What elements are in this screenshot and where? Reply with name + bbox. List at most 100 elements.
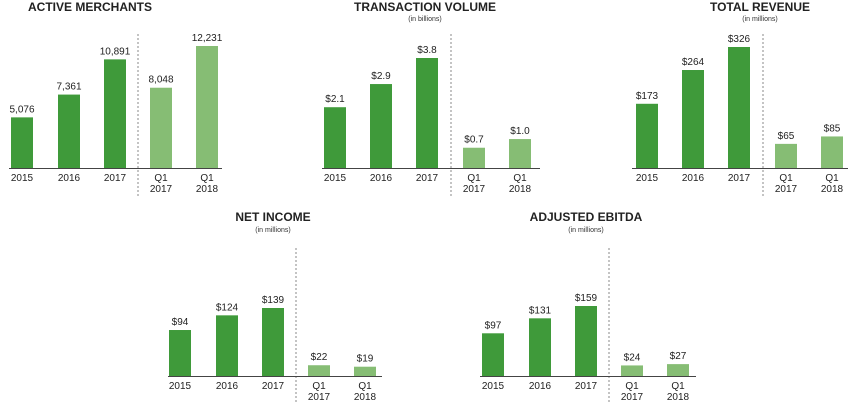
category-label: 2018 (354, 392, 377, 402)
data-label: $2.9 (371, 71, 391, 82)
category-label: Q1 (625, 381, 639, 392)
chart-title: TOTAL REVENUE (710, 0, 810, 14)
category-label: Q1 (825, 173, 839, 184)
category-label: 2017 (150, 184, 173, 195)
bar-total-revenue-2 (728, 47, 750, 168)
category-label: 2018 (509, 184, 532, 195)
bar-transaction-volume-4 (509, 139, 531, 168)
bar-adjusted-ebitda-0 (482, 333, 504, 376)
category-label: Q1 (671, 381, 685, 392)
bar-adjusted-ebitda-2 (575, 306, 597, 376)
bar-transaction-volume-1 (370, 84, 392, 168)
bar-active-merchants-1 (58, 94, 80, 168)
chart-subtitle: (in millions) (255, 227, 290, 234)
data-label: 8,048 (148, 75, 173, 86)
bar-active-merchants-0 (11, 117, 33, 168)
category-label: 2018 (196, 184, 219, 195)
bar-total-revenue-3 (775, 143, 797, 168)
category-label: 2015 (169, 381, 192, 392)
category-label: 2016 (58, 173, 81, 184)
bar-total-revenue-4 (821, 136, 843, 168)
category-label: 2016 (529, 381, 552, 392)
chart-subtitle: (in millions) (568, 227, 603, 234)
bar-adjusted-ebitda-3 (621, 365, 643, 376)
category-label: 2018 (667, 392, 690, 402)
data-label: $19 (357, 354, 374, 365)
category-label: Q1 (779, 173, 793, 184)
bar-transaction-volume-0 (324, 107, 346, 168)
category-label: 2017 (775, 184, 798, 195)
data-label: $85 (824, 123, 841, 134)
category-label: 2018 (821, 184, 844, 195)
category-label: 2017 (728, 173, 751, 184)
data-label: $24 (624, 352, 641, 363)
active-merchants-chart: ACTIVE MERCHANTS 5,076 2015 7,361 2016 10,891… (9, 0, 223, 196)
chart-title: ACTIVE MERCHANTS (28, 0, 152, 14)
bar-transaction-volume-2 (416, 58, 438, 168)
data-label: $159 (575, 293, 598, 304)
chart-title: NET INCOME (235, 210, 310, 224)
category-label: Q1 (154, 173, 168, 184)
bar-adjusted-ebitda-1 (529, 318, 551, 376)
data-label: $65 (778, 131, 795, 142)
bar-total-revenue-0 (636, 103, 658, 168)
data-label: $139 (262, 295, 285, 306)
bar-active-merchants-2 (104, 59, 126, 168)
bar-net-income-1 (216, 315, 238, 376)
category-label: 2016 (370, 173, 393, 184)
bar-active-merchants-4 (196, 46, 218, 168)
bar-net-income-3 (308, 365, 330, 376)
adjusted-ebitda-chart: ADJUSTED EBITDA (in millions) $97 2015 $131 2… (480, 210, 696, 402)
net-income-chart: NET INCOME (in millions) $94 2015 $124 2016 $1… (168, 210, 382, 402)
data-label: 7,361 (56, 82, 81, 93)
bar-net-income-0 (169, 330, 191, 376)
category-label: 2017 (308, 392, 331, 402)
data-label: $131 (529, 305, 552, 316)
data-label: $124 (216, 302, 239, 313)
data-label: $97 (485, 320, 502, 331)
bar-net-income-2 (262, 308, 284, 376)
chart-title: TRANSACTION VOLUME (354, 0, 496, 14)
bar-transaction-volume-3 (463, 147, 485, 168)
category-label: 2015 (11, 173, 34, 184)
category-label: 2017 (262, 381, 285, 392)
data-label: 10,891 (100, 46, 131, 57)
bar-adjusted-ebitda-4 (667, 364, 689, 376)
category-label: 2017 (621, 392, 644, 402)
category-label: 2016 (682, 173, 705, 184)
data-label: $264 (682, 57, 705, 68)
data-label: 12,231 (192, 33, 223, 44)
category-label: 2016 (216, 381, 239, 392)
category-label: 2015 (324, 173, 347, 184)
chart-subtitle: (in billions) (408, 16, 441, 23)
category-label: Q1 (513, 173, 527, 184)
category-label: Q1 (312, 381, 326, 392)
category-label: 2015 (482, 381, 505, 392)
data-label: $0.7 (464, 135, 484, 146)
category-label: Q1 (200, 173, 214, 184)
data-label: $173 (636, 91, 659, 102)
data-label: $27 (670, 351, 687, 362)
data-label: $1.0 (510, 126, 530, 137)
category-label: 2017 (575, 381, 598, 392)
total-revenue-chart: TOTAL REVENUE (in millions) $173 2015 $264 20… (632, 0, 848, 196)
chart-title: ADJUSTED EBITDA (530, 210, 643, 224)
bar-net-income-4 (354, 366, 376, 376)
chart-subtitle: (in millions) (742, 16, 777, 23)
category-label: Q1 (358, 381, 372, 392)
category-label: Q1 (467, 173, 481, 184)
category-label: 2017 (463, 184, 486, 195)
category-label: 2017 (104, 173, 127, 184)
data-label: $22 (311, 352, 328, 363)
data-label: $94 (172, 317, 189, 328)
bar-active-merchants-3 (150, 87, 172, 168)
category-label: 2017 (416, 173, 439, 184)
data-label: 5,076 (9, 104, 34, 115)
data-label: $3.8 (417, 45, 437, 56)
category-label: 2015 (636, 173, 659, 184)
data-label: $326 (728, 34, 751, 45)
transaction-volume-chart: TRANSACTION VOLUME (in billions) $2.1 2015 $… (322, 0, 540, 196)
bar-total-revenue-1 (682, 70, 704, 168)
data-label: $2.1 (325, 94, 345, 105)
